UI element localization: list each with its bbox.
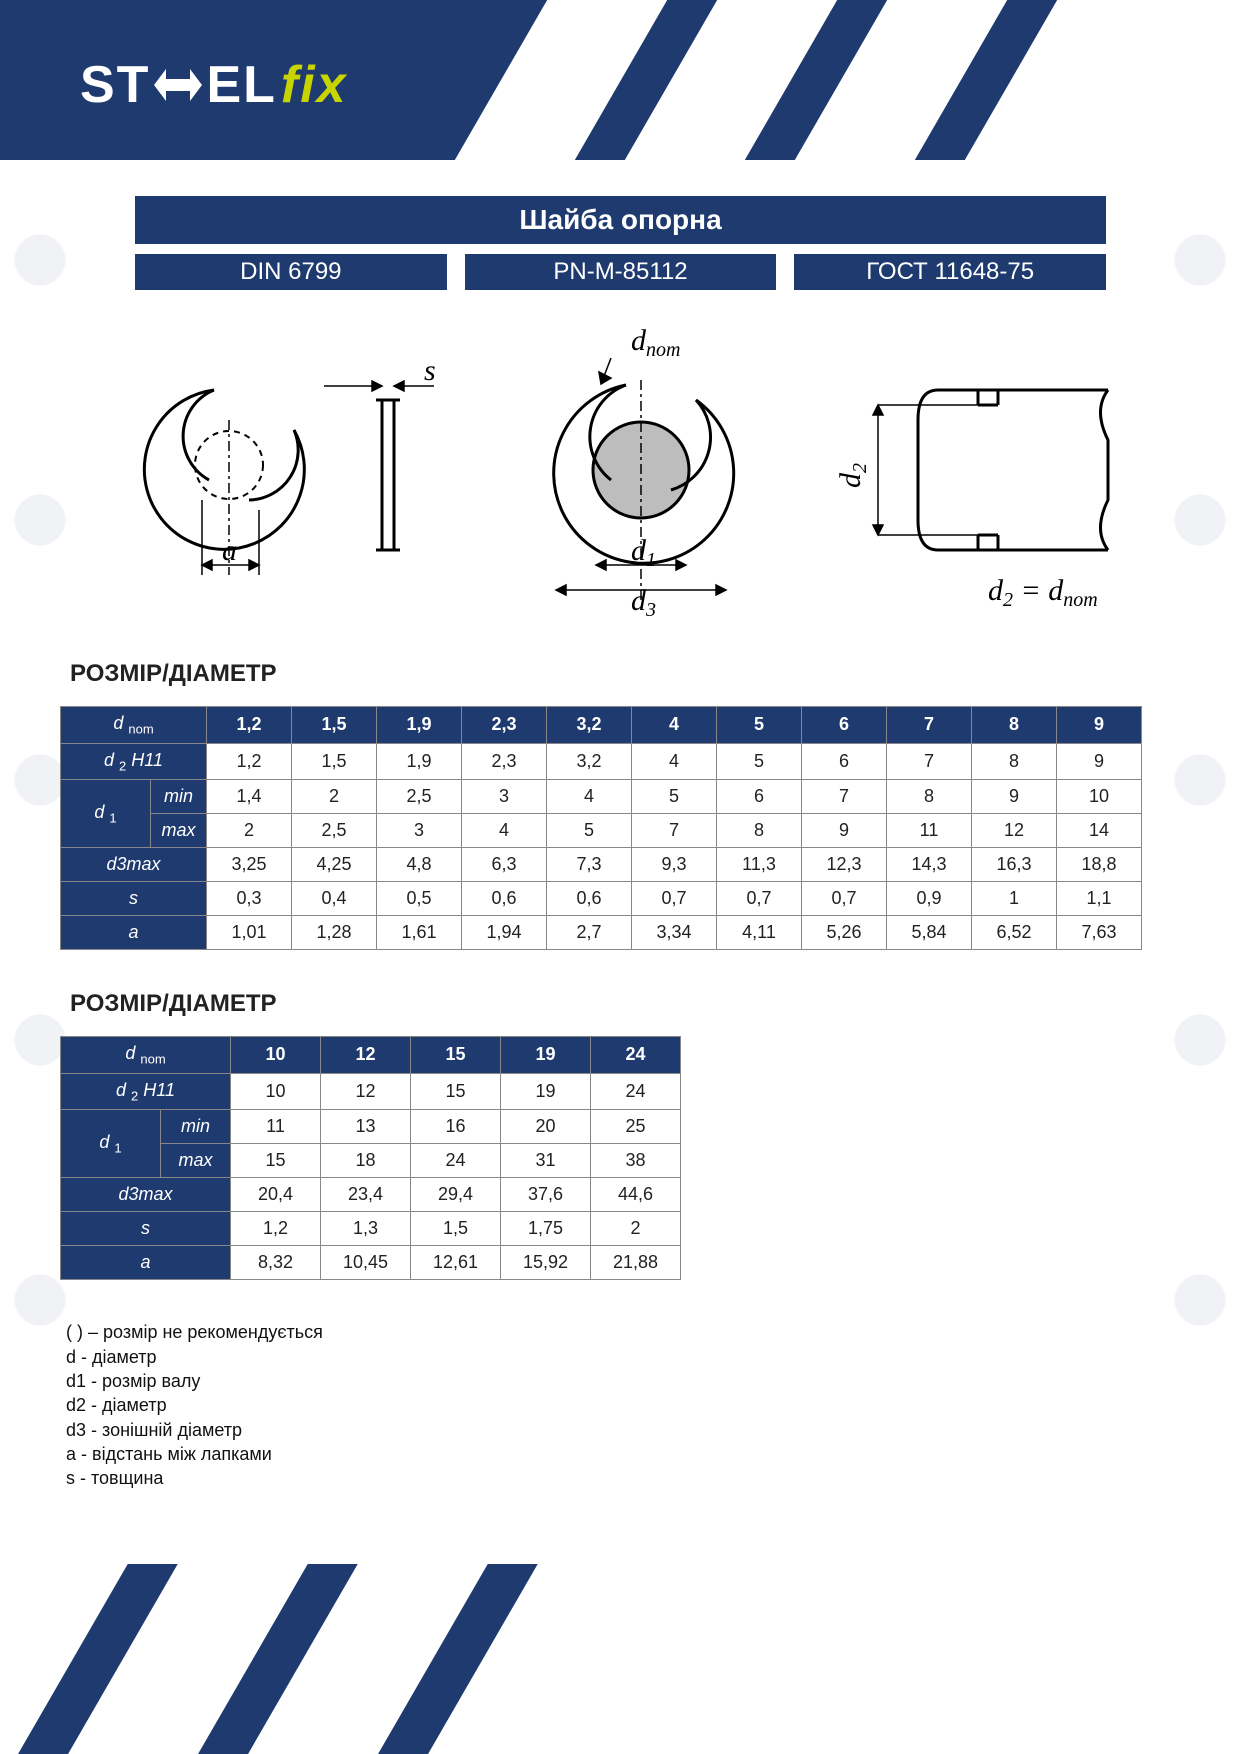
rowheader-min: min [151, 780, 207, 814]
table-row: d 1 min 1113162025 [61, 1110, 681, 1144]
col-header: 4 [632, 707, 717, 744]
rowheader-max: max [151, 814, 207, 848]
rowheader-d3max: d3max [61, 1178, 231, 1212]
legend-line: d1 - розмір валу [66, 1369, 1181, 1393]
table-row: a 1,011,281,611,942,73,344,115,265,846,5… [61, 916, 1142, 950]
legend-line: d - діаметр [66, 1345, 1181, 1369]
col-header: 10 [231, 1037, 321, 1074]
table-row: d 2 H11 1012151924 [61, 1073, 681, 1110]
brand-logo: ST EL fix [80, 55, 348, 115]
col-header: 3,2 [547, 707, 632, 744]
rowheader-s: s [61, 1212, 231, 1246]
legend-line: d2 - діаметр [66, 1393, 1181, 1417]
col-header: 1,2 [207, 707, 292, 744]
dimension-table-1: d nom 1,2 1,5 1,9 2,3 3,2 4 5 6 7 8 9 d … [60, 706, 1142, 950]
rowheader-min: min [161, 1110, 231, 1144]
rowheader-d2h11: d 2 H11 [61, 1073, 231, 1110]
table-row: max 22,5345789111214 [61, 814, 1142, 848]
brand-glyph-icon [150, 65, 206, 105]
legend-line: s - товщина [66, 1466, 1181, 1490]
standard-badge: ГОСТ 11648-75 [794, 254, 1106, 290]
header-stripes [441, 0, 1241, 160]
label-dnom: dnom [631, 324, 680, 361]
table-row: s 1,21,31,51,752 [61, 1212, 681, 1246]
legend-line: d3 - зонішній діаметр [66, 1418, 1181, 1442]
rowheader-d2h11: d 2 H11 [61, 743, 207, 780]
section-title: РОЗМІР/ДІАМЕТР [70, 990, 1181, 1018]
brand-part2: EL [206, 55, 276, 115]
header-band: ST EL fix [0, 0, 1241, 160]
diagram-groove-icon: d2 d2 = dnom [848, 350, 1148, 610]
table-row: d 1 min 1,422,5345678910 [61, 780, 1142, 814]
standard-badge: PN-M-85112 [465, 254, 777, 290]
dimension-table-2: d nom 10 12 15 19 24 d 2 H11 1012151924 … [60, 1036, 681, 1280]
standards-row: DIN 6799 PN-M-85112 ГОСТ 11648-75 [135, 254, 1106, 290]
col-header: 6 [802, 707, 887, 744]
col-header: 9 [1057, 707, 1142, 744]
col-header: 7 [887, 707, 972, 744]
table-row: s 0,30,40,50,60,60,70,70,70,911,1 [61, 882, 1142, 916]
col-header: 12 [321, 1037, 411, 1074]
standard-badge: DIN 6799 [135, 254, 447, 290]
section-title: РОЗМІР/ДІАМЕТР [70, 660, 1181, 688]
rowheader-d1: d 1 [61, 1110, 161, 1178]
col-header: 1,5 [292, 707, 377, 744]
rowheader-d3max: d3max [61, 848, 207, 882]
col-header: 19 [501, 1037, 591, 1074]
rowheader-dnom: d nom [61, 707, 207, 744]
label-d2: d2 [834, 463, 871, 488]
rowheader-s: s [61, 882, 207, 916]
label-equation: d2 = dnom [988, 574, 1098, 611]
table-row: d 2 H11 1,21,51,92,33,2456789 [61, 743, 1142, 780]
rowheader-dnom: d nom [61, 1037, 231, 1074]
rowheader-max: max [161, 1144, 231, 1178]
brand-part3: fix [281, 55, 348, 115]
col-header: 1,9 [377, 707, 462, 744]
diagram-eclip-icon: s a [94, 350, 434, 610]
table-row: d3max 3,254,254,86,37,39,311,312,314,316… [61, 848, 1142, 882]
diagram-shaft-icon: dnom d1 d3 [501, 330, 781, 610]
page-title: Шайба опорна [135, 196, 1106, 244]
col-header: 5 [717, 707, 802, 744]
diagrams-row: s a dnom [60, 330, 1181, 610]
legend: ( ) – розмір не рекомендується d - діаме… [66, 1320, 1181, 1490]
col-header: 2,3 [462, 707, 547, 744]
brand-part1: ST [80, 55, 150, 115]
legend-line: ( ) – розмір не рекомендується [66, 1320, 1181, 1344]
table-row: a 8,3210,4512,6115,9221,88 [61, 1246, 681, 1280]
table-row: d3max 20,423,429,437,644,6 [61, 1178, 681, 1212]
col-header: 8 [972, 707, 1057, 744]
label-d1: d1 [631, 534, 656, 571]
rowheader-d1: d 1 [61, 780, 151, 848]
legend-line: a - відстань між лапками [66, 1442, 1181, 1466]
col-header: 15 [411, 1037, 501, 1074]
label-s: s [424, 354, 436, 387]
label-a: a [222, 534, 237, 567]
rowheader-a: a [61, 1246, 231, 1280]
footer-band [0, 1564, 1241, 1754]
rowheader-a: a [61, 916, 207, 950]
col-header: 24 [591, 1037, 681, 1074]
